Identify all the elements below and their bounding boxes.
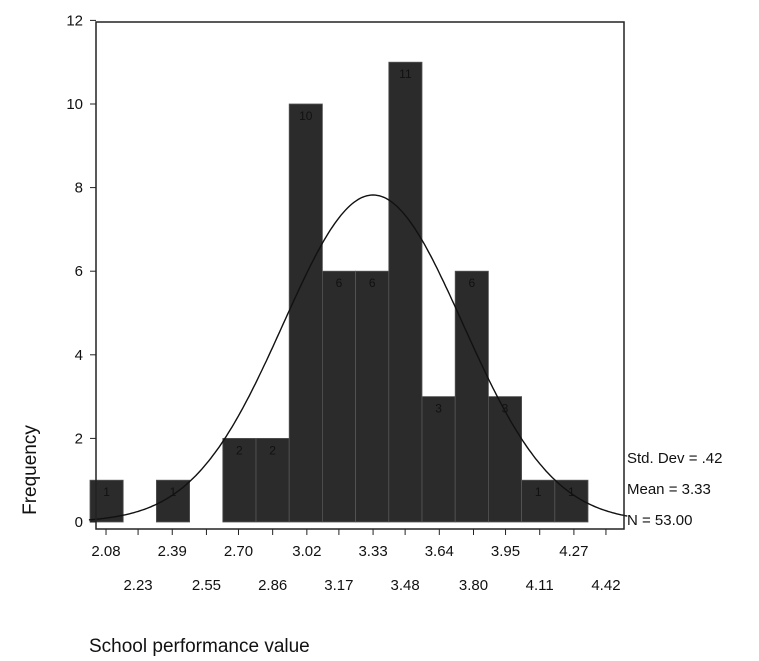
y-tick-label: 6 [75,263,83,280]
bar-count-label: 1 [103,485,110,499]
bar-count-label: 1 [535,485,542,499]
plot-frame [95,21,625,530]
x-tick-label: 2.70 [224,543,253,560]
y-tick-label: 0 [75,514,83,531]
stat-n: N = 53.00 [627,512,692,529]
bar-count-label: 2 [269,443,276,457]
stat-mean: Mean = 3.33 [627,481,711,498]
histogram-bar [222,437,257,523]
bar-count-label: 11 [399,67,412,81]
y-axis: 0 2 4 6 8 10 12 [66,12,96,531]
x-tick-label: 3.48 [391,577,420,594]
x-tick-label: 2.39 [158,543,187,560]
y-tick-label: 12 [66,12,83,29]
histogram-bar [355,270,390,523]
x-tick-label: 2.23 [123,577,152,594]
bars-layer [89,61,589,523]
bar-count-label: 1 [170,485,177,499]
x-axis: 2.08 2.39 2.70 3.02 3.33 3.64 3.95 4.27 2.23 2.55… [91,529,621,594]
x-tick-label: 4.11 [526,577,554,594]
bar-count-label: 3 [435,402,442,416]
bar-count-label: 1 [568,485,575,499]
histogram-bar [454,270,489,523]
stat-std-dev: Std. Dev = .42 [627,450,722,467]
histogram-bar [487,396,522,523]
bar-count-label: 6 [468,276,475,290]
x-tick-label: 3.02 [292,543,321,560]
x-tick-label: 2.86 [258,577,287,594]
x-tick-label: 3.80 [459,577,488,594]
y-tick-label: 8 [75,180,83,197]
normal-curve [88,194,628,521]
x-tick-label: 3.95 [491,543,520,560]
x-tick-label: 4.27 [559,543,588,560]
x-tick-label: 2.08 [91,543,120,560]
x-tick-label: 2.55 [192,577,221,594]
bar-count-label: 6 [336,276,343,290]
bar-count-label: 2 [236,443,243,457]
x-tick-label: 3.33 [358,543,387,560]
bar-count-label: 6 [369,276,376,290]
bar-count-label: 10 [299,109,313,123]
histogram-bar [321,270,356,523]
x-tick-label: 3.17 [324,577,353,594]
y-tick-label: 2 [75,430,83,447]
x-axis-title: School performance value [89,636,310,657]
histogram-bar [288,103,323,523]
y-tick-label: 4 [75,347,83,364]
histogram-bar [521,479,556,523]
y-axis-title: Frequency [20,425,41,515]
histogram-bar [388,61,423,523]
y-tick-label: 10 [66,96,83,113]
histogram-bar [421,396,456,523]
bar-count-label: 3 [502,402,509,416]
x-tick-label: 4.42 [591,577,620,594]
x-tick-label: 3.64 [425,543,454,560]
